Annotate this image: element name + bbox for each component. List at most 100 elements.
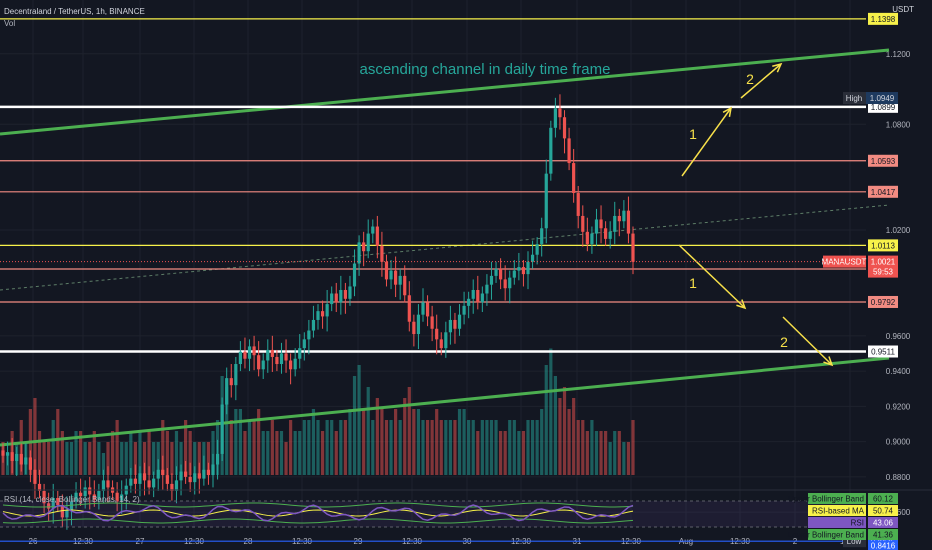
price-tick-label: 1.0800 [886,120,911,129]
candle-body [576,193,580,216]
candle-body [567,138,571,164]
volume-bar [184,420,188,475]
volume-bar [371,420,375,475]
projection-arrow [678,244,746,309]
volume-bar [97,442,101,475]
volume-bar [293,431,297,475]
volume-bar [448,420,452,475]
volume-bar [585,431,589,475]
candle-body [5,452,10,456]
volume-bar [435,409,439,475]
volume-bar [499,431,503,475]
volume-bar [238,409,242,475]
level-badge [868,12,898,25]
candle-body [247,346,252,359]
candle-body [499,268,503,280]
volume-bar [88,442,92,475]
candle-body [42,490,46,504]
volume-bar [129,431,133,475]
volume-bar [576,420,580,475]
candle-body [631,233,635,262]
level-badge-label: 1.0417 [871,188,896,197]
candle-body [307,330,311,340]
level-badge-label: 1.0113 [871,241,895,250]
candle-body [540,228,544,245]
volume-bar [147,431,151,475]
volume-bar [47,442,51,475]
low-marker-bg [868,540,898,550]
volume-bar [453,420,457,475]
volume-bar [444,420,448,475]
candle-body [215,453,220,465]
volume-bar [334,431,338,475]
volume-bar [138,431,142,475]
volume-bar [106,442,110,475]
volume-bar [289,420,293,475]
volume-bar [476,431,480,475]
candle-body [120,494,124,502]
candle-body [403,275,407,296]
arrow-head [736,299,747,310]
volume-bar [530,420,535,475]
volume-bar [617,431,621,475]
volume-bar [558,398,562,475]
candle-body [544,173,548,229]
candle-body [389,270,393,280]
candle-body [225,378,229,405]
candle-body [613,215,617,232]
candle-body [467,298,471,306]
rsi-legend-label-bg [808,505,866,516]
volume-bar [512,420,516,475]
volume-bar [384,420,389,475]
volume-bar [480,420,484,475]
volume-bar [270,420,274,475]
price-tick-label: 0.9600 [886,332,911,341]
candle-body [10,452,14,461]
volume-bar [56,409,60,475]
volume-bar [161,420,165,475]
high-marker-bg [866,92,898,105]
rsi-legend-label-bg [808,517,866,528]
rsi-legend-value: 43.06 [873,519,894,528]
candle-body [174,480,179,491]
level-badge [868,185,898,198]
volume-bar [188,431,192,475]
candle-body [24,457,28,465]
currency-label: USDT [892,5,914,14]
candle-body [599,219,603,229]
channel-lower-line [0,356,890,447]
candle-body [594,219,599,234]
volume-bar [416,409,421,475]
level-badge [868,239,898,252]
candle-body [170,483,174,491]
candle-body [129,478,133,486]
volume-bar [494,420,498,475]
rsi-legend-label: RSI [851,519,864,528]
volume-bar [375,398,379,475]
volume-bar [343,420,347,475]
volume-bar [403,398,407,475]
candle-body [558,108,562,118]
level-badge [868,154,898,167]
candle-body [202,469,206,479]
candle-body [457,314,462,329]
volume-bar [567,409,571,475]
candle-body [270,349,274,357]
candle-body [184,471,188,477]
candle-body [161,469,165,476]
rsi-legend-label: RSI-based MA [812,507,865,516]
candle-body [549,127,553,174]
candle-body [471,289,475,299]
candle-body [138,473,142,484]
volume-bar [508,420,512,475]
volume-bar [562,387,567,475]
volume-bar [243,431,247,475]
candle-body [371,226,375,234]
volume-bar [142,442,147,475]
volume-bar [553,376,557,475]
candle-body [74,492,78,502]
candle-body [115,492,119,502]
candle-body [193,473,197,483]
rsi-legend-label-bg [808,529,866,540]
